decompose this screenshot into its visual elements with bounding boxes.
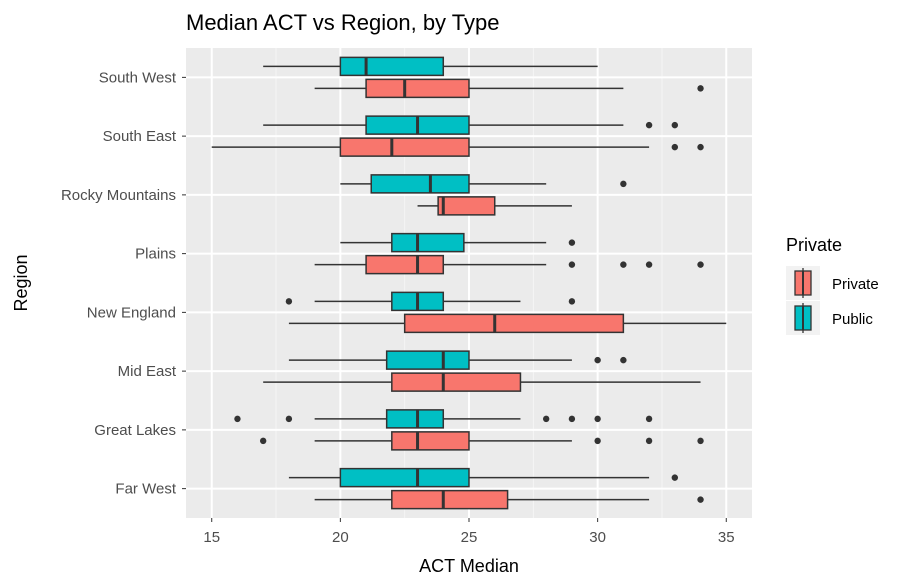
box-body [339, 137, 470, 157]
grid-lines [186, 48, 752, 518]
box-body [365, 78, 470, 99]
y-tick-label: Mid East [118, 363, 177, 380]
x-tick-label: 35 [718, 529, 735, 546]
box-public [263, 56, 598, 77]
y-tick-label: New England [87, 304, 176, 321]
box-private [417, 196, 572, 216]
x-tick-label: 15 [203, 529, 220, 546]
legend-label: Public [832, 311, 873, 328]
box-body [391, 489, 509, 510]
y-axis-label: Region [11, 254, 31, 311]
outlier-point [697, 261, 704, 268]
x-axis-label: ACT Median [419, 556, 519, 576]
x-tick-label: 30 [589, 529, 606, 546]
outlier-point [568, 298, 576, 305]
outlier-point [594, 415, 601, 423]
y-tick-label: Rocky Mountains [61, 187, 176, 204]
y-tick-label: Plains [135, 246, 176, 263]
box-public [340, 232, 576, 253]
box-body [391, 431, 470, 451]
legend: Private Private Public [786, 235, 879, 335]
y-tick-label: Far West [115, 481, 176, 498]
outlier-point [620, 356, 627, 364]
box-private [314, 78, 704, 99]
legend-title: Private [786, 235, 842, 255]
outlier-point [697, 85, 704, 92]
box-public [285, 291, 576, 312]
outlier-point [234, 415, 241, 423]
outlier-point [671, 143, 679, 151]
outlier-point [645, 437, 653, 445]
box-body [370, 174, 470, 194]
box-body [339, 56, 445, 77]
x-tick-label: 20 [332, 529, 349, 546]
outlier-point [697, 437, 704, 445]
outlier-point [285, 415, 293, 423]
box-public [234, 409, 653, 429]
box-body [339, 467, 470, 488]
box-body [385, 409, 445, 429]
box-private [259, 431, 704, 451]
box-body [403, 313, 625, 334]
box-public [340, 174, 627, 194]
outlier-point [697, 143, 704, 151]
box-body [437, 196, 496, 216]
outlier-point [697, 496, 704, 503]
outlier-point [645, 121, 653, 129]
outlier-point [594, 356, 601, 364]
outlier-point [671, 121, 679, 129]
box-body [391, 232, 465, 253]
x-axis: 15 20 25 30 35 [203, 518, 735, 546]
outlier-point [259, 437, 267, 445]
box-private [288, 313, 727, 334]
legend-label: Private [832, 276, 879, 293]
box-private [314, 489, 704, 510]
x-tick-label: 25 [461, 529, 478, 546]
outlier-point [568, 239, 576, 246]
outlier-point [645, 415, 653, 423]
chart-title: Median ACT vs Region, by Type [186, 10, 499, 35]
box-private [211, 137, 704, 157]
outlier-point [645, 261, 653, 268]
box-public [263, 115, 679, 135]
y-tick-label: South East [103, 128, 177, 145]
box-body [391, 372, 522, 392]
box-public [288, 350, 627, 370]
box-body [365, 254, 445, 275]
outlier-point [594, 437, 601, 445]
y-tick-label: Great Lakes [94, 422, 176, 439]
box-private [263, 372, 701, 392]
outlier-point [285, 298, 293, 305]
y-axis: South West South East Rocky Mountains Plain… [61, 69, 186, 498]
outlier-point [620, 261, 627, 268]
box-plots [211, 56, 727, 510]
box-private [314, 254, 704, 275]
y-tick-label: South West [99, 69, 177, 86]
outlier-point [671, 474, 679, 481]
outlier-point [568, 261, 576, 268]
outlier-point [620, 180, 627, 188]
outlier-point [542, 415, 550, 423]
outlier-point [568, 415, 576, 423]
box-body [385, 350, 470, 370]
box-public [288, 467, 679, 488]
